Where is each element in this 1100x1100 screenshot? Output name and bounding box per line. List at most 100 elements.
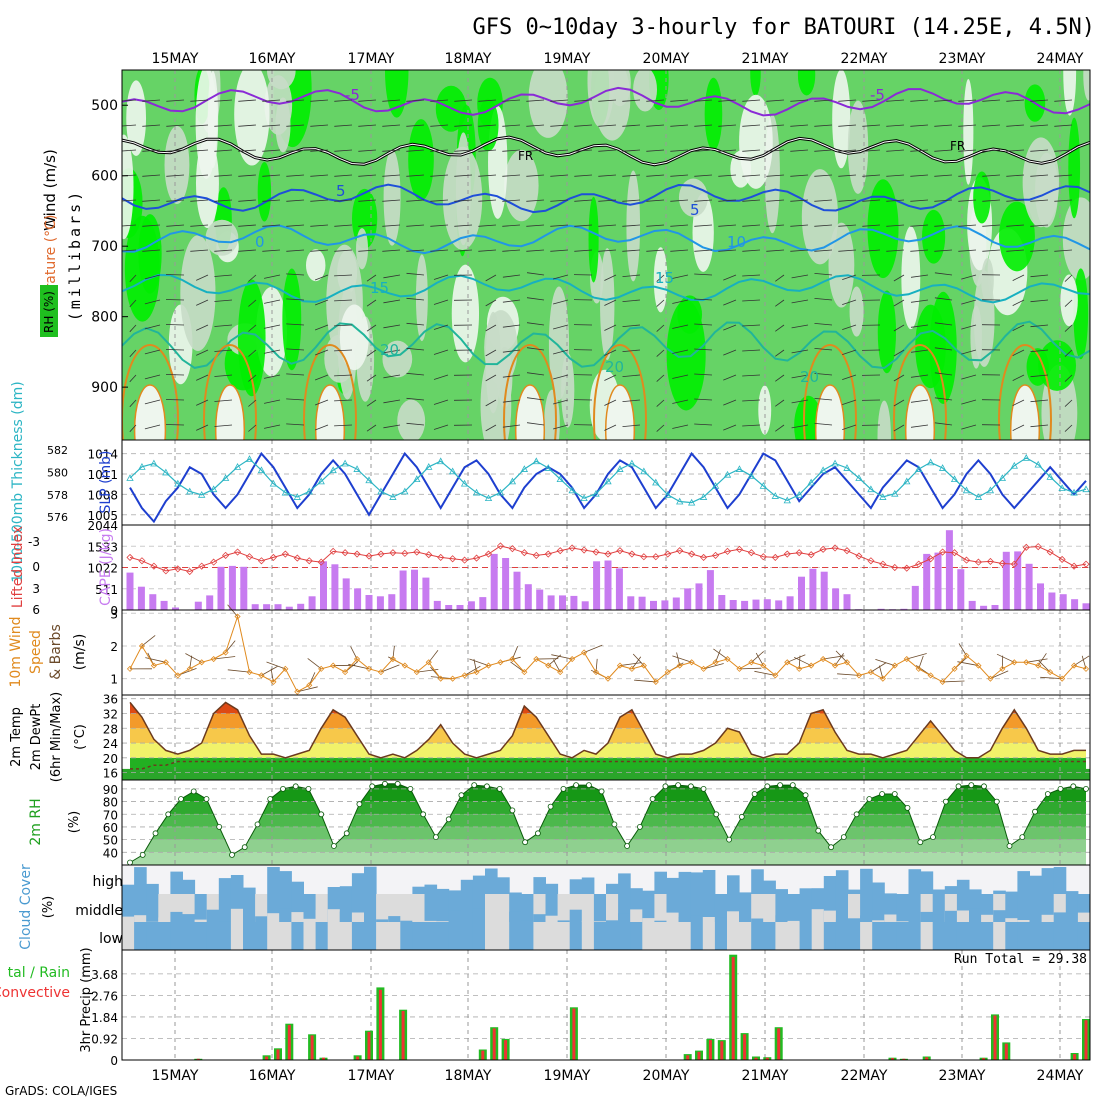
- wind-barb: [502, 99, 521, 102]
- wind-barb: [144, 374, 161, 380]
- cloud-low-block: [751, 922, 764, 950]
- wind-barb: [502, 424, 521, 428]
- wind-barb: [502, 324, 521, 328]
- rh-patch: [847, 100, 869, 194]
- wind-barb: [190, 199, 209, 202]
- rh-patch: [877, 290, 897, 374]
- cape-bar: [672, 597, 680, 610]
- cape-bar: [342, 578, 350, 610]
- precip-conv-bar: [743, 1034, 747, 1060]
- precip-conv-bar: [276, 1049, 280, 1060]
- cloud-mid-block-b: [158, 917, 171, 922]
- rh-marker: [930, 834, 936, 840]
- cloud-mid-block-b: [376, 919, 389, 922]
- cloud-mid-block: [146, 894, 159, 922]
- rh-marker: [1083, 786, 1089, 792]
- wind-barb: [958, 149, 977, 152]
- wind-barb: [646, 224, 665, 227]
- cloud-mid-block: [606, 894, 619, 922]
- wind10-marker: [413, 669, 420, 676]
- wind-barb: [122, 124, 137, 127]
- wind-barb: [622, 249, 641, 252]
- li-marker: [329, 547, 337, 555]
- thickness-marker: [938, 464, 947, 471]
- cloud-mid-block-b: [981, 914, 994, 922]
- thickness-marker: [221, 474, 230, 481]
- li-marker: [723, 547, 732, 555]
- li-marker: [1082, 560, 1090, 568]
- cape-bar: [354, 588, 362, 610]
- wind-barb: [742, 249, 761, 252]
- wind10-marker: [533, 655, 540, 663]
- wind-barb: [1030, 224, 1049, 227]
- cloud-mid-block: [521, 894, 534, 922]
- thickness-marker: [687, 498, 696, 506]
- wind10-marker: [987, 675, 994, 682]
- wind-barb: [790, 199, 809, 202]
- cloud-mid-block-b: [339, 911, 353, 922]
- wind-barb: [485, 399, 497, 407]
- cloud-high-block: [364, 866, 377, 894]
- rh-marker: [637, 824, 643, 830]
- li-marker: [186, 567, 194, 576]
- cloud-low-block: [400, 922, 413, 950]
- wind-barb: [406, 422, 425, 426]
- wind10-marker: [138, 642, 146, 650]
- li-marker: [771, 553, 779, 561]
- rh-patch: [750, 70, 761, 97]
- thickness-marker: [460, 479, 469, 487]
- thickness-marker: [831, 459, 839, 467]
- wind-barb: [656, 274, 665, 282]
- wind-barb: [1030, 299, 1049, 303]
- cloud-low-block: [618, 922, 631, 950]
- wind-barb: [1012, 349, 1025, 356]
- rh-marker: [764, 783, 771, 790]
- wind-barb: [502, 124, 521, 127]
- cape-bar: [490, 553, 498, 610]
- wind-barb: [214, 424, 233, 427]
- cloud-low-block: [557, 922, 571, 950]
- cloud-mid-block: [424, 894, 438, 922]
- cloud-high-block: [509, 892, 522, 894]
- wind-barb: [1006, 199, 1025, 202]
- wind10-barb: [633, 679, 656, 683]
- wind-barb: [604, 349, 617, 356]
- wind-barb: [190, 124, 209, 127]
- rh-marker: [483, 783, 490, 790]
- thickness-marker: [317, 477, 325, 485]
- rh-marker: [586, 782, 592, 788]
- wind-barb: [1054, 99, 1073, 102]
- wind-barb: [406, 372, 425, 376]
- cloud-low-block: [291, 922, 304, 950]
- wind10-marker: [604, 675, 612, 682]
- cloud-low-block: [593, 922, 607, 950]
- wind-barb: [526, 149, 545, 152]
- temp-tick-label: 32: [103, 707, 118, 721]
- cloud-low-block: [339, 922, 353, 950]
- wind-barb: [893, 349, 905, 357]
- cloud-mid-block-b: [763, 908, 776, 922]
- cape-bar: [593, 561, 601, 610]
- wind-barb: [838, 174, 857, 177]
- wind10-barb: [1037, 653, 1047, 666]
- wind-barb: [814, 423, 833, 426]
- wind-barb: [334, 99, 353, 102]
- wind-barb: [934, 397, 953, 401]
- wind-barb: [502, 299, 521, 303]
- wind-tick-label: 3: [110, 607, 118, 621]
- wind-barb: [454, 99, 473, 102]
- wind-barb: [670, 199, 689, 202]
- cape-bar: [547, 595, 555, 610]
- cloud-mid-block: [497, 894, 510, 922]
- wind-barb: [454, 149, 473, 152]
- thickness-marker: [437, 457, 445, 465]
- wind-barb: [382, 249, 401, 252]
- cloud-high-block: [993, 890, 1006, 894]
- wind-barb: [842, 424, 857, 430]
- cloud-mid-block-b: [739, 908, 752, 922]
- precip-conv-bar: [708, 1040, 712, 1060]
- wind-barb: [934, 174, 953, 177]
- cloud-high-block: [727, 875, 740, 894]
- wind-barb: [934, 322, 953, 326]
